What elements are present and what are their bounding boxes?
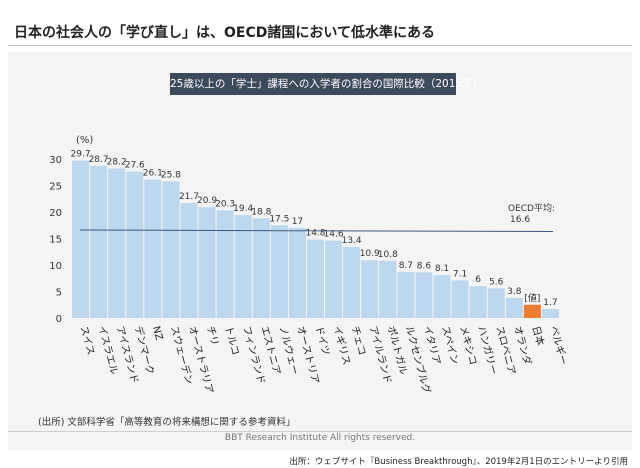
value-label: 1.7: [543, 298, 557, 308]
bar: [162, 181, 180, 318]
bar: [198, 207, 216, 318]
value-label: 14.8: [305, 229, 325, 239]
y-tick-label: 15: [49, 235, 62, 246]
value-label: 17.5: [269, 214, 289, 224]
category-label: スイス: [78, 325, 96, 357]
value-label: 19.4: [233, 204, 253, 214]
bar: [343, 246, 361, 318]
value-label: 21.7: [179, 192, 199, 202]
chart-title: 25歳以上の「学士」課程への入学者の割合の国際比較（2015年）: [170, 73, 483, 95]
category-label: スペイン: [439, 325, 460, 366]
category-label: チリ: [204, 325, 221, 347]
value-label: 18.8: [251, 207, 271, 217]
bar: [288, 227, 306, 318]
category-label: イタリア: [421, 325, 443, 366]
copyright-text: BBT Research Institute All rights reserv…: [224, 433, 416, 443]
bar: [180, 202, 198, 318]
bar: [108, 168, 126, 318]
bar: [216, 210, 234, 318]
value-label: 8.1: [435, 264, 449, 274]
category-label: ドイツ: [313, 325, 331, 357]
footer-divider: [8, 431, 632, 432]
category-label: メキシコ: [457, 325, 478, 366]
bar: [325, 240, 343, 318]
bar: [505, 297, 523, 318]
value-label: 14.6: [324, 230, 344, 240]
category-label: NZ: [150, 325, 164, 342]
value-label: 17: [292, 217, 303, 227]
page-title: 日本の社会人の「学び直し」は、OECD諸国において低水準にある: [14, 25, 435, 41]
bar: [126, 171, 144, 318]
bars: [72, 160, 559, 318]
value-label: 8.7: [399, 261, 413, 271]
value-labels: 29.728.728.227.626.125.8 21.720.920.319.4…: [71, 150, 558, 308]
bar: [379, 260, 397, 318]
bar: [397, 271, 415, 318]
category-label: チェコ: [349, 325, 368, 357]
bar: [270, 225, 288, 318]
bar: [144, 179, 162, 318]
bar: [451, 280, 469, 318]
value-label: 28.7: [89, 155, 109, 165]
oecd-average-label: OECD平均:: [508, 202, 555, 214]
source-note: (出所) 文部科学省「高等教育の将来構想に関する参考資料」: [38, 417, 296, 428]
y-tick-label: 20: [49, 208, 62, 219]
bar: [234, 215, 252, 318]
bar: [541, 308, 559, 318]
y-axis-unit: (%): [76, 135, 93, 146]
value-label: 27.6: [125, 161, 145, 171]
bar: [252, 218, 270, 318]
category-label: イギリス: [331, 325, 353, 367]
value-label: 13.4: [342, 236, 362, 246]
oecd-average-line: [79, 229, 554, 233]
value-label: 20.9: [197, 196, 217, 206]
category-label: トルコ: [222, 325, 240, 357]
title-divider: [8, 45, 632, 46]
value-label: 28.2: [107, 158, 127, 168]
bar: [90, 165, 108, 318]
value-label: 29.7: [71, 150, 91, 160]
citation-text: 出所：ウェブサイト『Business Breakthrough』、2019年2月…: [289, 457, 628, 467]
value-label: 10.9: [360, 249, 380, 259]
y-tick-label: 10: [49, 261, 62, 272]
bar: [72, 160, 90, 318]
bar: [523, 304, 541, 318]
oecd-average-value: 16.6: [510, 215, 530, 225]
value-label: 20.3: [215, 199, 235, 209]
value-label-highlight: [値]: [524, 292, 540, 304]
y-tick-label: 25: [49, 182, 62, 193]
category-label: ベルギー: [548, 325, 570, 367]
value-label: 3.8: [507, 287, 522, 297]
value-label: 6: [475, 275, 481, 285]
y-tick-label: 30: [49, 155, 62, 166]
bar: [361, 260, 379, 318]
y-tick-label: 5: [56, 288, 62, 299]
oecd-average: OECD平均:16.6: [79, 202, 555, 233]
value-label: 8.6: [417, 261, 432, 271]
bar: [487, 288, 505, 318]
value-label: 7.1: [453, 269, 467, 279]
value-label: 26.1: [143, 169, 163, 179]
category-label: 日本: [529, 324, 547, 347]
y-tick-label: 0: [56, 314, 62, 325]
bar: [469, 286, 487, 318]
value-label: 25.8: [161, 170, 181, 180]
category-labels: スイス イスラエルアイスランドデンマークNZ スウェーデンオーストラリアチリ トルコフ…: [78, 324, 570, 395]
y-axis: (%) 0 5 10 15 20 25 30: [49, 135, 93, 325]
value-label: 5.6: [489, 277, 504, 287]
bar: [433, 275, 451, 318]
bar: [415, 272, 433, 318]
value-label: 10.8: [378, 250, 398, 260]
bar: [306, 239, 325, 318]
